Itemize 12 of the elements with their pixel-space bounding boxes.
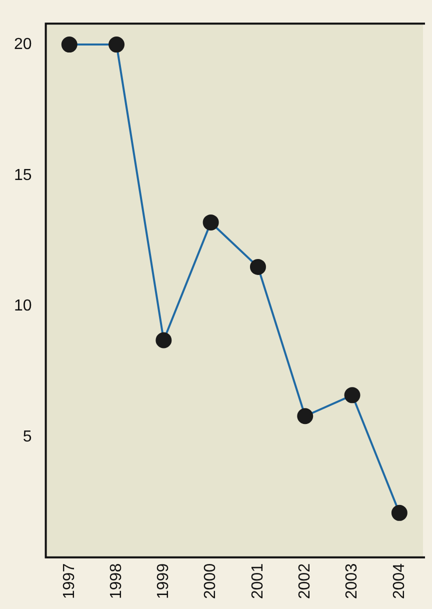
x-tick-label: 1997 [60, 563, 78, 599]
x-tick-label: 1999 [155, 563, 172, 599]
y-tick-label: 5 [22, 428, 32, 446]
x-tick-label: 2000 [202, 563, 220, 599]
x-tick-label: 2002 [296, 563, 314, 599]
y-tick-label: 20 [14, 36, 32, 53]
y-tick-label: 15 [14, 166, 32, 184]
x-tick-label: 1998 [108, 563, 125, 599]
x-tick-label: 2001 [249, 563, 266, 599]
x-tick-label: 2003 [344, 563, 361, 599]
x-tick-label: 2004 [390, 563, 408, 599]
y-tick-label: 10 [14, 298, 32, 315]
